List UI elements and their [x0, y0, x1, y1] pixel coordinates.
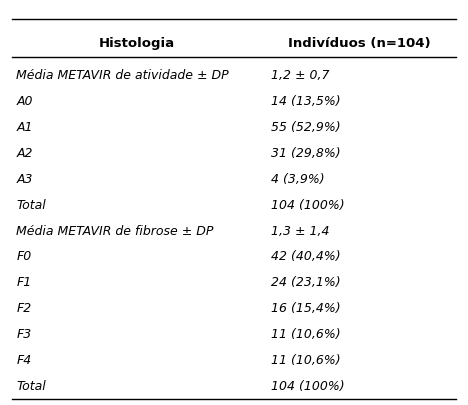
- Text: 55 (52,9%): 55 (52,9%): [271, 121, 341, 134]
- Text: Média METAVIR de atividade ± DP: Média METAVIR de atividade ± DP: [16, 69, 229, 82]
- Text: 24 (23,1%): 24 (23,1%): [271, 276, 341, 289]
- Text: F1: F1: [16, 276, 32, 289]
- Text: F4: F4: [16, 353, 32, 366]
- Text: Média METAVIR de fibrose ± DP: Média METAVIR de fibrose ± DP: [16, 224, 214, 237]
- Text: 11 (10,6%): 11 (10,6%): [271, 353, 341, 366]
- Text: Total: Total: [16, 379, 46, 392]
- Text: 14 (13,5%): 14 (13,5%): [271, 95, 341, 108]
- Text: 1,2 ± 0,7: 1,2 ± 0,7: [271, 69, 330, 82]
- Text: 11 (10,6%): 11 (10,6%): [271, 327, 341, 340]
- Text: Indivíduos (n=104): Indivíduos (n=104): [288, 37, 431, 50]
- Text: 1,3 ± 1,4: 1,3 ± 1,4: [271, 224, 330, 237]
- Text: 4 (3,9%): 4 (3,9%): [271, 173, 325, 185]
- Text: F0: F0: [16, 250, 32, 263]
- Text: A3: A3: [16, 173, 33, 185]
- Text: Total: Total: [16, 198, 46, 211]
- Text: 104 (100%): 104 (100%): [271, 198, 345, 211]
- Text: 31 (29,8%): 31 (29,8%): [271, 147, 341, 160]
- Text: 16 (15,4%): 16 (15,4%): [271, 301, 341, 314]
- Text: Histologia: Histologia: [99, 37, 175, 50]
- Text: F2: F2: [16, 301, 32, 314]
- Text: 42 (40,4%): 42 (40,4%): [271, 250, 341, 263]
- Text: A0: A0: [16, 95, 33, 108]
- Text: F3: F3: [16, 327, 32, 340]
- Text: A1: A1: [16, 121, 33, 134]
- Text: 104 (100%): 104 (100%): [271, 379, 345, 392]
- Text: A2: A2: [16, 147, 33, 160]
